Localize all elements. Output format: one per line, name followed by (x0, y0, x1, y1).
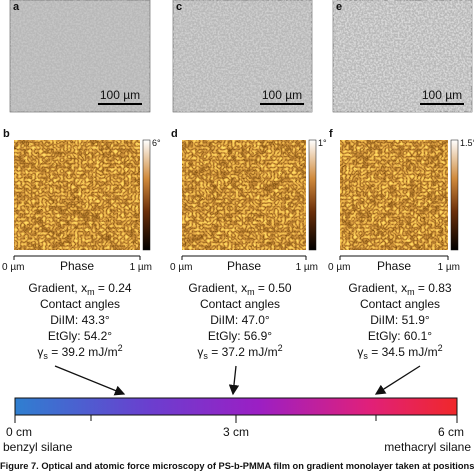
caption: Figure 7. Optical and atomic force micro… (0, 461, 474, 471)
optical-texture (10, 0, 150, 112)
optical-texture (333, 0, 472, 112)
axis-start: 0 µm (2, 262, 24, 273)
axis-end: 1 µm (296, 262, 318, 273)
subscript: m (87, 287, 95, 297)
panel-label: f (329, 128, 333, 140)
bar-middle: 3 cm (223, 425, 249, 439)
scale-bar-label: 100 µm (422, 88, 462, 102)
gradient-label: Gradient, x (188, 281, 247, 295)
subscript: m (247, 287, 255, 297)
diim: DiIM: 43.3° (50, 313, 110, 327)
contact-angles: Contact angles (360, 297, 440, 311)
diim: DiIM: 47.0° (210, 313, 270, 327)
arrow (54, 365, 126, 396)
superscript: 2 (438, 343, 443, 353)
arrow (228, 365, 240, 396)
gradient-label: Gradient, x (348, 281, 407, 295)
gamma: γ (37, 345, 43, 359)
contact-angles: Contact angles (40, 297, 120, 311)
superscript: 2 (278, 343, 283, 353)
afm-image (14, 140, 140, 250)
panel-label: e (336, 1, 342, 13)
etgly: EtGly: 54.2° (48, 329, 112, 343)
right-label: methacryl silane (384, 440, 471, 454)
gradient-bar (14, 397, 458, 416)
gradient-label: Gradient, x (28, 281, 87, 295)
superscript: 2 (118, 343, 123, 353)
surface-energy: γs = 34.5 mJ/m2 (357, 343, 442, 361)
contact-angles: Contact angles (200, 297, 280, 311)
colorbar (308, 139, 317, 251)
panel-label: d (171, 128, 178, 140)
etgly: EtGly: 56.9° (208, 329, 272, 343)
afm-image (340, 140, 448, 250)
panel-label: a (13, 1, 20, 13)
axis-start: 0 µm (170, 262, 192, 273)
subscript: s (203, 351, 208, 361)
gradient-value: = 0.50 (255, 281, 292, 295)
colorbar-max: 6° (152, 138, 161, 148)
colorbar (450, 139, 459, 251)
scale-bar-label: 100 µm (262, 88, 302, 102)
panel-column: a 100 µm b 6° 0 µm Phase 1 µm Gradient, xm = 0.… (2, 0, 161, 361)
surface-energy: γs = 37.2 mJ/m2 (197, 343, 282, 361)
panel-column: e 100 µm f 1.5° 0 µm Phase 1 µm Gradient, xm = … (328, 0, 474, 361)
bar-start: 0 cm (6, 425, 32, 439)
axis-title: Phase (227, 259, 261, 273)
panel-label: b (3, 128, 10, 140)
gradient-value: = 0.24 (95, 281, 132, 295)
subscript: s (363, 351, 368, 361)
arrow (374, 365, 421, 395)
left-label: benzyl silane (3, 440, 73, 454)
panel-label: c (176, 1, 182, 13)
axis-end: 1 µm (130, 262, 152, 273)
gamma: γ (357, 345, 363, 359)
panel-column: c 100 µm d 1° 0 µm Phase 1 µm Gradient, xm = 0.… (170, 0, 327, 361)
scale-bar-label: 100 µm (100, 88, 140, 102)
axis-start: 0 µm (328, 262, 350, 273)
colorbar-max: 1° (318, 138, 327, 148)
axis-title: Phase (377, 259, 411, 273)
surface-energy: γs = 39.2 mJ/m2 (37, 343, 122, 361)
gamma-value: = 39.2 mJ/m (48, 345, 118, 359)
subscript: s (43, 351, 48, 361)
colorbar (142, 139, 151, 251)
gradient-text: Gradient, xm = 0.83 (348, 281, 452, 297)
arrows (54, 365, 421, 396)
gamma: γ (197, 345, 203, 359)
axis-end: 1 µm (438, 262, 460, 273)
diim: DiIM: 51.9° (370, 313, 430, 327)
subscript: m (407, 287, 415, 297)
gradient-text: Gradient, xm = 0.50 (188, 281, 292, 297)
gradient-value: = 0.83 (415, 281, 452, 295)
etgly: EtGly: 60.1° (368, 329, 432, 343)
bar-ticks (14, 415, 458, 423)
axis-title: Phase (60, 259, 94, 273)
afm-image (182, 140, 306, 250)
bar-end: 6 cm (438, 425, 464, 439)
colorbar-max: 1.5° (460, 138, 474, 148)
optical-texture (173, 0, 312, 112)
gamma-value: = 34.5 mJ/m (368, 345, 438, 359)
gradient-text: Gradient, xm = 0.24 (28, 281, 132, 297)
gamma-value: = 37.2 mJ/m (208, 345, 278, 359)
